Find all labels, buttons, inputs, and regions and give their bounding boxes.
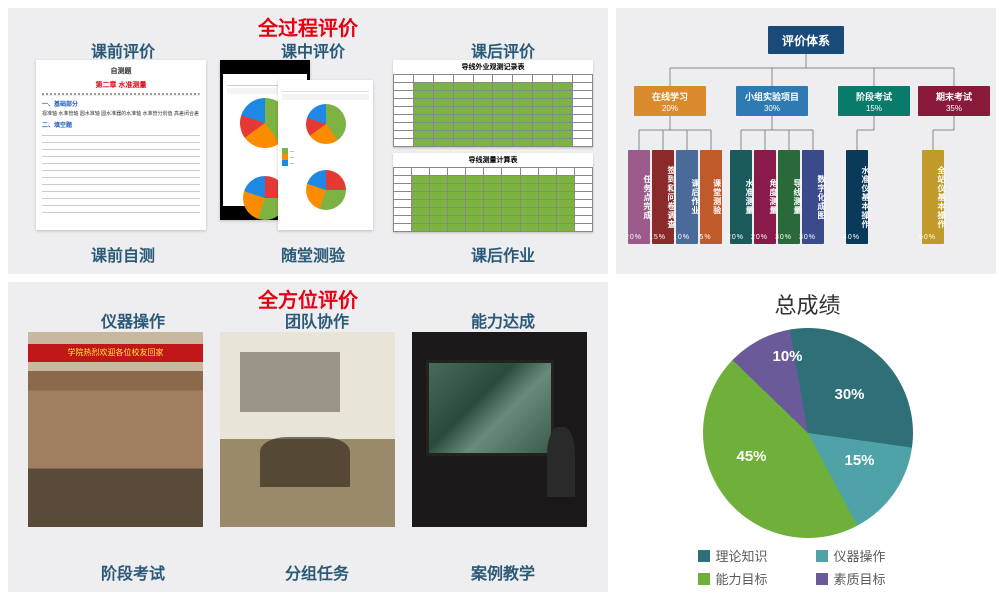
pie-slice-label-3: 10% bbox=[773, 348, 803, 365]
org-l3-1: 签到和问卷调查15% bbox=[652, 150, 674, 244]
org-root: 评价体系 bbox=[768, 26, 844, 54]
calc-table: 导线测量计算表 bbox=[393, 153, 593, 232]
instrument-photo: 学院热烈欢迎各位校友回家 bbox=[28, 332, 203, 527]
calc-table-title: 导线测量计算表 bbox=[393, 153, 593, 167]
tl-col1-top: 课前评价 bbox=[58, 38, 188, 62]
org-l2-final: 期末考试35% bbox=[918, 86, 990, 116]
org-l2-group-label: 小组实验项目 bbox=[745, 90, 799, 103]
photo-banner: 学院热烈欢迎各位校友回家 bbox=[28, 344, 203, 362]
quiz-report-sheet: — — — bbox=[278, 80, 373, 230]
record-table: 导线外业观测记录表 bbox=[393, 60, 593, 147]
org-l2-group: 小组实验项目30% bbox=[736, 86, 808, 116]
doc1-header: 自测题 bbox=[42, 66, 200, 76]
ability-photo bbox=[412, 332, 587, 527]
org-l3-6: 导线测量30% bbox=[778, 150, 800, 244]
org-l2-online-pct: 20% bbox=[662, 104, 678, 113]
tl-col2-top: 课中评价 bbox=[248, 38, 378, 62]
doc1-sec1: 一、基础部分 bbox=[42, 99, 200, 108]
org-l3-2: 课后作业10% bbox=[676, 150, 698, 244]
org-l3-7: 数字化成图30% bbox=[802, 150, 824, 244]
tl-col3-top: 课后评价 bbox=[438, 38, 568, 62]
org-l3-9: 全站仪基本操作60% bbox=[922, 150, 944, 244]
legend-item-3: 素质目标 bbox=[816, 569, 918, 588]
bl-col2-bottom: 分组任务 bbox=[252, 560, 382, 584]
pie-title: 总成绩 bbox=[620, 288, 995, 320]
legend-item-0: 理论知识 bbox=[698, 546, 800, 565]
total-score-pie: 30% 15% 45% 10% bbox=[703, 328, 913, 538]
tl-main-title: 全过程评价 bbox=[8, 12, 608, 41]
pie-slice-label-2: 45% bbox=[737, 448, 767, 465]
bl-col3-top: 能力达成 bbox=[438, 308, 568, 332]
doc1-chapter: 第二章 水准测量 bbox=[42, 80, 200, 90]
process-eval-panel: 全过程评价 课前评价 课中评价 课后评价 自测题 第二章 水准测量 一、基础部分… bbox=[8, 8, 608, 274]
teamwork-photo bbox=[220, 332, 395, 527]
org-l2-online: 在线学习20% bbox=[634, 86, 706, 116]
pie-slice-label-0: 30% bbox=[835, 386, 865, 403]
quiz-pie-3 bbox=[306, 104, 346, 144]
bl-col1-bottom: 阶段考试 bbox=[68, 560, 198, 584]
org-l2-stage-label: 阶段考试 bbox=[856, 90, 892, 103]
quiz-pie-4 bbox=[306, 170, 346, 210]
pie-legend: 理论知识仪器操作能力目标素质目标 bbox=[698, 546, 918, 588]
org-l2-online-label: 在线学习 bbox=[652, 90, 688, 103]
org-l3-4: 水准测量20% bbox=[730, 150, 752, 244]
record-table-title: 导线外业观测记录表 bbox=[393, 60, 593, 74]
total-score-panel: 总成绩 30% 15% 45% 10% 理论知识仪器操作能力目标素质目标 bbox=[620, 282, 995, 592]
eval-system-panel: 评价体系 在线学习20% 小组实验项目30% 阶段考试15% 期末考试35% 任… bbox=[616, 8, 996, 274]
all-round-eval-panel: 全方位评价 仪器操作 团队协作 能力达成 学院热烈欢迎各位校友回家 阶段考试 分… bbox=[8, 282, 608, 592]
org-l2-final-pct: 35% bbox=[946, 104, 962, 113]
bl-col3-bottom: 案例教学 bbox=[438, 560, 568, 584]
org-l2-stage: 阶段考试15% bbox=[838, 86, 910, 116]
tl-col3-bottom: 课后作业 bbox=[438, 242, 568, 266]
bl-col2-top: 团队协作 bbox=[252, 308, 382, 332]
org-l3-3: 课堂测验5% bbox=[700, 150, 722, 244]
org-l2-stage-pct: 15% bbox=[866, 104, 882, 113]
tl-col2-bottom: 随堂测验 bbox=[248, 242, 378, 266]
legend-item-1: 仪器操作 bbox=[816, 546, 918, 565]
org-l2-group-pct: 30% bbox=[764, 104, 780, 113]
bl-col1-top: 仪器操作 bbox=[68, 308, 198, 332]
doc1-sec2: 二、填空题 bbox=[42, 120, 200, 129]
legend-item-2: 能力目标 bbox=[698, 569, 800, 588]
pretest-document: 自测题 第二章 水准测量 一、基础部分 视准轴 水准管轴 圆水准轴 圆水准器的水… bbox=[36, 60, 206, 230]
pie-slice-label-1: 15% bbox=[845, 452, 875, 469]
homework-tables: 导线外业观测记录表 导线测量计算表 bbox=[393, 60, 593, 238]
org-l3-0: 任务点完成20% bbox=[628, 150, 650, 244]
org-l2-final-label: 期末考试 bbox=[936, 90, 972, 103]
org-l3-5: 角度测量20% bbox=[754, 150, 776, 244]
org-l3-8: 水准仪基本操作40% bbox=[846, 150, 868, 244]
doc1-sec1-line: 视准轴 水准管轴 圆水准轴 圆水准器的水准轴 水准管分划值 高差闭合差 bbox=[42, 110, 200, 117]
tl-col1-bottom: 课前自测 bbox=[58, 242, 188, 266]
